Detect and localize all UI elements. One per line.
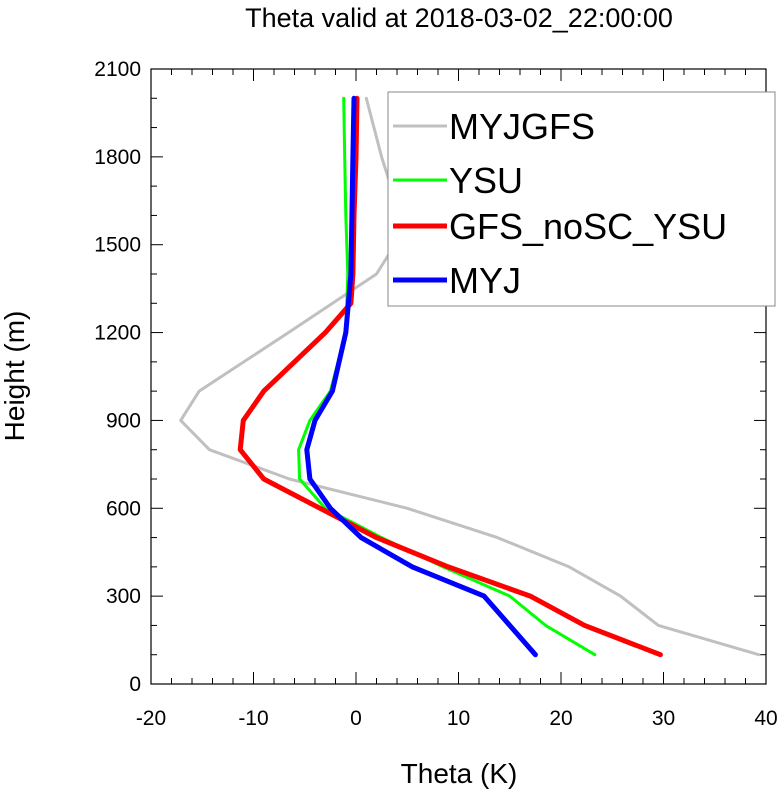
- legend-label-ysu: YSU: [449, 160, 523, 201]
- legend-label-myj: MYJ: [449, 260, 521, 301]
- series-line-myj: [304, 95, 538, 658]
- y-tick-label: 300: [106, 585, 141, 608]
- legend-label-myjgfs: MYJGFS: [449, 106, 595, 147]
- x-tick-label: 20: [549, 707, 572, 730]
- x-tick-label: 10: [447, 707, 470, 730]
- y-axis-title: Height (m): [0, 311, 30, 442]
- y-tick-label: 2100: [94, 58, 141, 81]
- x-tick-label: 30: [652, 707, 675, 730]
- series-line-ysu: [297, 96, 597, 657]
- y-tick-label: 1800: [94, 146, 141, 169]
- legend-box: [387, 91, 776, 307]
- tick-labels: -20 -10 0 10 20 30 40 0 300 600 900 1200 1500 1800 210…: [94, 58, 777, 730]
- legend-items: MYJGFS YSU GFS_noSC_YSU MYJ: [393, 106, 727, 301]
- y-tick-label: 1200: [94, 322, 141, 345]
- x-tick-label: -20: [136, 707, 166, 730]
- chart-title: Theta valid at 2018-03-02_22:00:00: [245, 3, 673, 33]
- y-tick-label: 900: [106, 409, 141, 432]
- y-tick-label: 600: [106, 497, 141, 520]
- plot-frame: [150, 68, 767, 685]
- x-tick-label: 40: [754, 707, 777, 730]
- y-tick-label: 0: [129, 673, 141, 696]
- x-tick-label: 0: [350, 707, 362, 730]
- x-tick-label: -10: [238, 707, 268, 730]
- legend: MYJGFS YSU GFS_noSC_YSU MYJ: [387, 91, 776, 307]
- legend-label-gfs-nosc-ysu: GFS_noSC_YSU: [449, 206, 727, 247]
- x-axis-title: Theta (K): [401, 758, 518, 789]
- y-tick-label: 1500: [94, 234, 141, 257]
